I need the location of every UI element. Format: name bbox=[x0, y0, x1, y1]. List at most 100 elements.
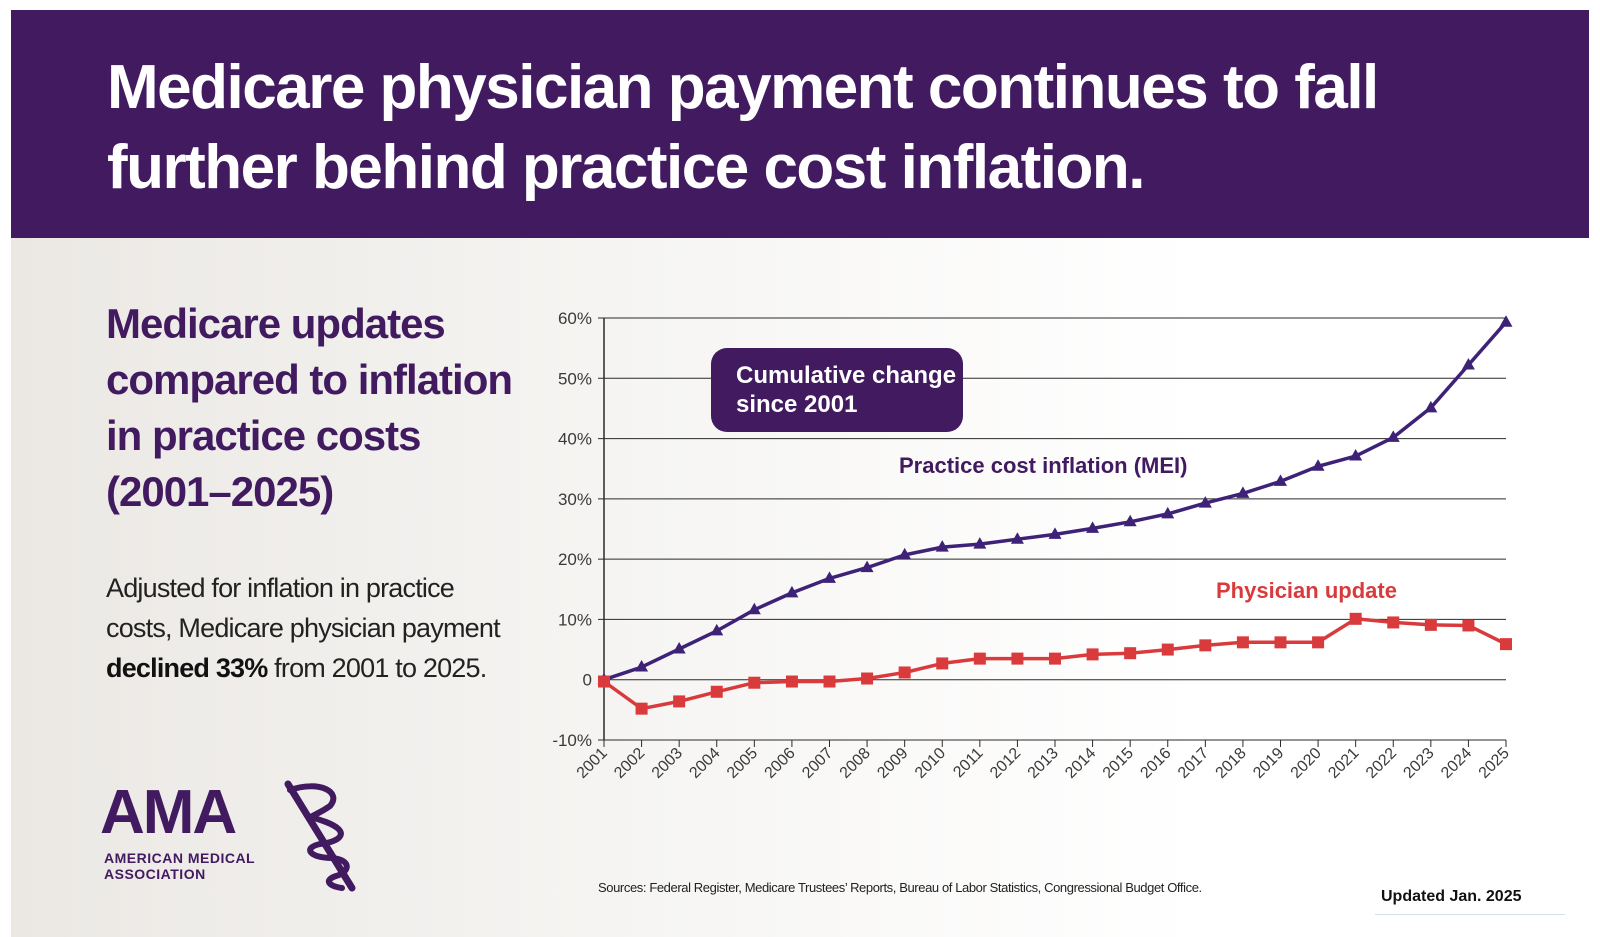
data-point bbox=[1011, 652, 1024, 665]
data-point bbox=[785, 585, 799, 598]
data-point bbox=[598, 675, 610, 688]
page-title: Medicare physician payment continues to … bbox=[107, 53, 1379, 202]
x-tick-label: 2021 bbox=[1325, 745, 1362, 782]
x-tick-label: 2024 bbox=[1438, 745, 1475, 782]
y-tick-label: 0 bbox=[583, 671, 592, 690]
x-tick-label: 2014 bbox=[1062, 745, 1099, 782]
x-tick-label: 2025 bbox=[1476, 745, 1513, 782]
x-tick-label: 2018 bbox=[1213, 745, 1250, 782]
data-point bbox=[1349, 612, 1362, 625]
x-tick-label: 2017 bbox=[1175, 745, 1212, 782]
x-axis-tick-labels: 2001 2002 2003 2004 2005 2006 2007 2008 2009 2010… bbox=[574, 745, 1513, 782]
y-tick-label: 40% bbox=[558, 430, 592, 449]
x-tick-label: 2009 bbox=[874, 745, 911, 782]
data-point bbox=[1010, 532, 1024, 544]
data-point bbox=[748, 676, 761, 689]
data-point bbox=[710, 685, 723, 698]
x-tick-label: 2012 bbox=[987, 745, 1024, 782]
y-tick-label: 50% bbox=[558, 369, 592, 388]
x-tick-label: 2004 bbox=[686, 745, 723, 782]
data-point bbox=[1161, 643, 1174, 656]
series-label-physician: Physician update bbox=[1216, 578, 1397, 603]
x-tick-label: 2008 bbox=[837, 745, 874, 782]
data-point bbox=[1124, 647, 1137, 660]
data-point bbox=[1236, 636, 1249, 649]
data-point bbox=[1274, 474, 1287, 486]
data-point bbox=[898, 666, 911, 679]
logo-wordmark: AMA bbox=[100, 778, 237, 847]
annotation-box: Cumulative change since 2001 bbox=[711, 348, 963, 432]
ama-logo: AMA AMERICAN MEDICAL ASSOCIATION bbox=[100, 780, 360, 895]
data-series bbox=[597, 315, 1513, 715]
data-point bbox=[635, 660, 649, 672]
y-axis-tick-labels: 60% 50% 40% 30% 20% 10% 0 -10% bbox=[552, 309, 592, 750]
data-point bbox=[1424, 618, 1437, 631]
summary-text-start: Adjusted for inflation in practice costs… bbox=[106, 573, 501, 643]
title-banner: Medicare physician payment continues to … bbox=[11, 10, 1589, 238]
summary-highlight: declined 33% bbox=[106, 653, 268, 683]
data-point bbox=[1049, 652, 1061, 665]
y-tick-label: 30% bbox=[558, 490, 592, 509]
data-point bbox=[1499, 315, 1513, 327]
y-tick-label: 20% bbox=[558, 550, 592, 569]
data-point bbox=[1123, 514, 1137, 527]
chart-heading: Medicare updates compared to inflation i… bbox=[106, 300, 513, 515]
data-point bbox=[1461, 358, 1475, 370]
series-mei bbox=[597, 315, 1513, 685]
data-point bbox=[823, 675, 836, 688]
data-point bbox=[1086, 648, 1099, 661]
annotation-line-1: Cumulative change bbox=[736, 362, 956, 389]
data-point bbox=[823, 571, 836, 583]
data-point bbox=[1274, 636, 1287, 649]
updated-divider bbox=[1375, 914, 1565, 915]
x-tick-label: 2001 bbox=[574, 745, 611, 782]
x-tick-label: 2006 bbox=[762, 745, 799, 782]
data-point bbox=[973, 537, 987, 549]
data-point bbox=[1387, 616, 1400, 629]
data-point bbox=[1311, 459, 1325, 471]
updated-date: Updated Jan. 2025 bbox=[1381, 888, 1522, 905]
data-point bbox=[1349, 449, 1363, 461]
data-point bbox=[1312, 636, 1325, 649]
x-tick-label: 2022 bbox=[1363, 745, 1400, 782]
sources-note: Sources: Federal Register, Medicare Trus… bbox=[598, 880, 1202, 895]
data-point bbox=[1500, 638, 1512, 651]
data-point bbox=[673, 695, 686, 708]
x-tick-label: 2007 bbox=[799, 745, 836, 782]
x-tick-label: 2002 bbox=[611, 745, 648, 782]
data-point bbox=[973, 652, 986, 665]
data-point bbox=[1236, 486, 1250, 498]
data-point bbox=[898, 547, 912, 560]
data-point bbox=[1048, 527, 1062, 539]
logo-subtitle-line-2: ASSOCIATION bbox=[104, 866, 206, 882]
x-tick-label: 2019 bbox=[1250, 745, 1287, 782]
x-tick-label: 2011 bbox=[950, 745, 986, 781]
y-tick-label: 10% bbox=[558, 610, 592, 629]
series-physician-update bbox=[598, 612, 1512, 715]
x-tick-label: 2013 bbox=[1025, 745, 1062, 782]
x-tick-label: 2020 bbox=[1288, 745, 1325, 782]
series-label-mei: Practice cost inflation (MEI) bbox=[899, 453, 1188, 478]
data-point bbox=[710, 623, 724, 636]
summary-text: Adjusted for inflation in practice costs… bbox=[106, 568, 506, 688]
data-point bbox=[635, 702, 648, 715]
data-point bbox=[1161, 506, 1175, 519]
data-point bbox=[860, 560, 874, 573]
data-point bbox=[1086, 521, 1100, 533]
data-point bbox=[672, 641, 686, 654]
x-tick-label: 2023 bbox=[1400, 745, 1437, 782]
data-point bbox=[861, 672, 874, 685]
x-tick-label: 2005 bbox=[724, 745, 761, 782]
x-tick-label: 2016 bbox=[1137, 745, 1174, 782]
x-tick-label: 2010 bbox=[912, 745, 949, 782]
annotation-line-2: since 2001 bbox=[736, 391, 857, 418]
data-point bbox=[935, 540, 949, 552]
y-tick-label: -10% bbox=[552, 731, 592, 750]
y-tick-label: 60% bbox=[558, 309, 592, 328]
x-tick-label: 2015 bbox=[1100, 745, 1137, 782]
staff-of-asclepius-icon bbox=[284, 780, 356, 892]
data-point bbox=[785, 675, 798, 688]
axes bbox=[603, 318, 1507, 747]
summary-text-end: from 2001 to 2025. bbox=[267, 653, 487, 683]
